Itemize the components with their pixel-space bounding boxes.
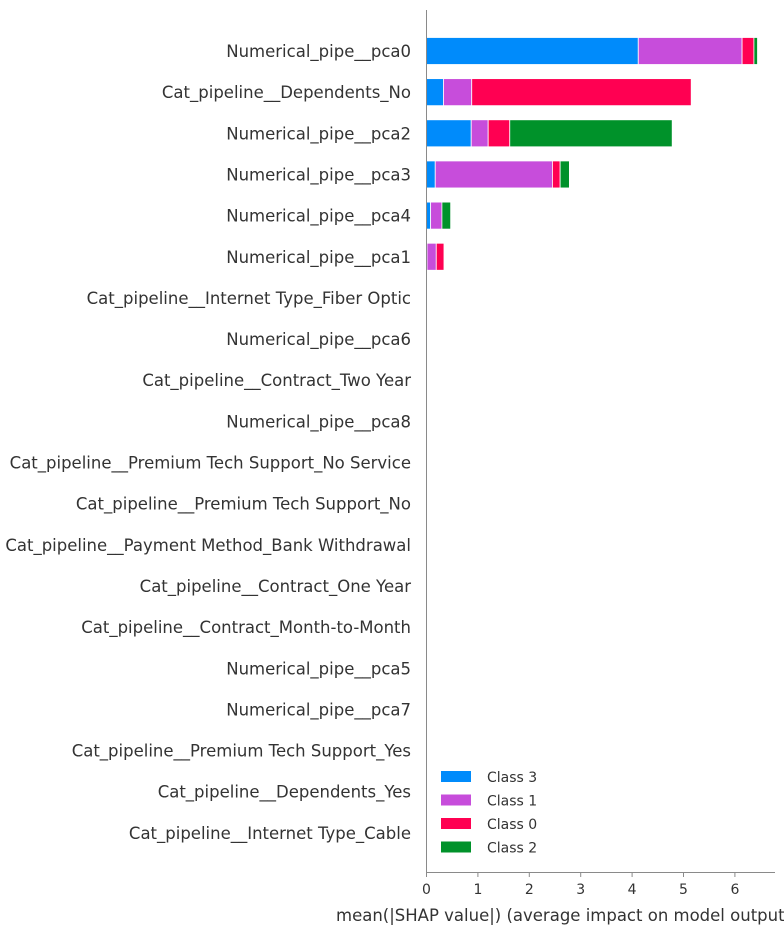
feature-label: Numerical_pipe__pca5 [226,659,411,679]
feature-label: Cat_pipeline__Internet Type_Cable [129,824,411,844]
feature-label: Cat_pipeline__Contract_Month-to-Month [81,618,411,638]
feature-label: Cat_pipeline__Premium Tech Support_Yes [72,742,411,762]
bar-segment [471,78,692,107]
legend-label: Class 3 [487,770,537,786]
feature-label: Numerical_pipe__pca1 [226,248,411,268]
feature-label: Numerical_pipe__pca4 [226,207,411,227]
legend: Class 3 Class 1 Class 0 Class 2 [441,770,537,857]
bar-segment [552,160,561,189]
x-tick-label: 6 [730,882,739,898]
legend-swatch [441,841,471,853]
legend-label: Class 2 [487,841,537,857]
feature-label: Cat_pipeline__Dependents_Yes [158,783,411,803]
bar-segment [426,78,444,107]
bars [426,37,758,271]
feature-label: Cat_pipeline__Dependents_No [162,83,411,103]
bar-segment [426,37,639,65]
legend-swatch [441,794,471,806]
feature-label: Cat_pipeline__Premium Tech Support_No Se… [10,454,411,474]
feature-label: Numerical_pipe__pca7 [226,700,411,720]
feature-label: Cat_pipeline__Contract_One Year [140,577,412,597]
legend-swatch [441,818,471,829]
bar-segment [426,160,436,189]
feature-label: Numerical_pipe__pca8 [226,412,411,432]
feature-label: Cat_pipeline__Payment Method_Bank Withdr… [5,536,411,556]
x-axis-title: mean(|SHAP value|) (average impact on mo… [336,906,784,925]
feature-labels: Numerical_pipe__pca0 Cat_pipeline__Depend… [5,42,411,844]
x-ticks: 0 1 2 3 4 5 6 [422,872,739,898]
feature-label: Cat_pipeline__Premium Tech Support_No [76,495,411,515]
feature-label: Cat_pipeline__Contract_Two Year [142,371,411,391]
x-tick-label: 1 [473,882,482,898]
bar-segment [753,37,758,65]
bar-segment [470,119,489,148]
x-tick-label: 0 [422,882,431,898]
bar-segment [426,119,472,148]
feature-label: Numerical_pipe__pca2 [226,124,411,144]
x-tick-label: 3 [576,882,585,898]
x-tick-label: 4 [628,882,637,898]
bar-segment [426,201,432,230]
x-tick-label: 5 [679,882,688,898]
legend-label: Class 1 [487,794,537,810]
bar-segment [430,201,443,230]
bar-segment [434,160,553,189]
bar-segment [741,37,755,65]
bar-segment [435,242,445,271]
bar-segment [441,201,452,230]
bar-segment [509,119,673,148]
x-tick-label: 2 [525,882,534,898]
feature-label: Numerical_pipe__pca0 [226,42,411,62]
bar-segment [487,119,511,148]
legend-label: Class 0 [487,817,537,833]
legend-swatch [441,771,471,782]
bar-segment [443,78,473,107]
feature-label: Cat_pipeline__Internet Type_Fiber Optic [87,289,411,309]
feature-label: Numerical_pipe__pca6 [226,330,411,350]
bar-segment [559,160,570,189]
feature-label: Numerical_pipe__pca3 [226,165,411,185]
bar-segment [637,37,743,65]
bar-segment [426,242,437,271]
